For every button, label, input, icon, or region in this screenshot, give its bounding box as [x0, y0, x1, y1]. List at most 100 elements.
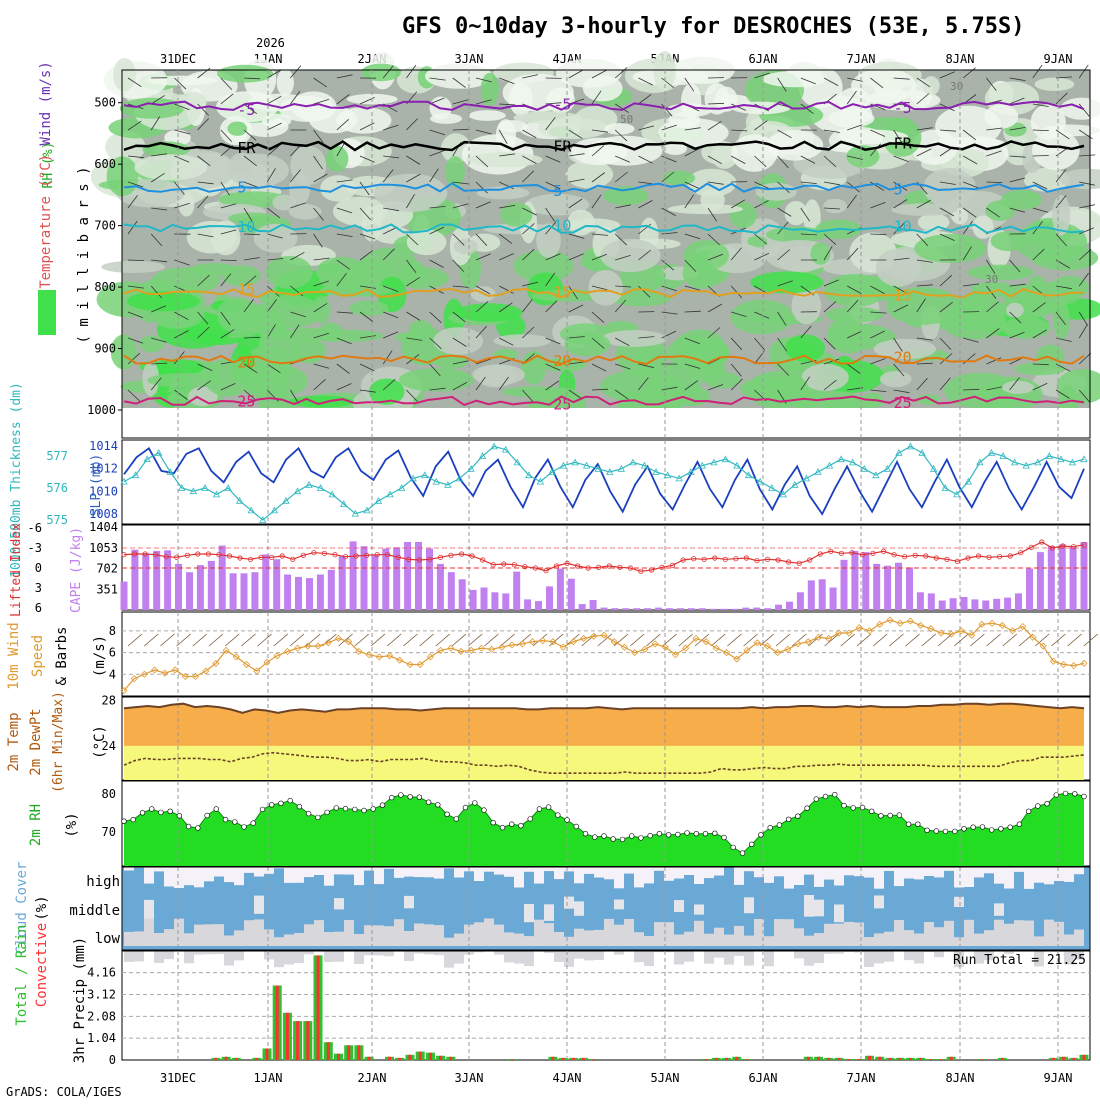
date-label-bottom: 2JAN	[358, 1071, 387, 1085]
cape-bar	[448, 572, 455, 610]
wind-tick-label: 4	[109, 667, 116, 681]
rh-point	[242, 825, 247, 830]
rh-point	[925, 828, 930, 833]
ylabel-wind-d: (m/s)	[92, 635, 108, 677]
cloud-high-gap	[744, 867, 754, 871]
cloud-low-fill	[864, 937, 874, 967]
cloud-high-gap	[984, 867, 994, 873]
convective-bar	[429, 1053, 432, 1060]
isotherm-label: 15	[553, 284, 571, 302]
cloud-high-gap	[254, 867, 264, 877]
ylabel-li: Lifted Index	[9, 523, 24, 617]
rh-point	[223, 817, 228, 822]
cloud-high-gap	[244, 867, 254, 873]
cloud-low-fill	[934, 927, 944, 957]
rh-point	[879, 813, 884, 818]
convective-bar	[725, 1058, 728, 1060]
cape-bar	[404, 542, 411, 610]
cloud-high-gap	[124, 867, 134, 871]
year-label: 2026	[256, 36, 285, 50]
rh-point	[454, 817, 459, 822]
isotherm-label: 5	[894, 181, 903, 199]
ylabel-temp: Temperature (°C)	[38, 146, 54, 289]
date-label-bottom: 9JAN	[1044, 1071, 1073, 1085]
rh-shade	[826, 307, 883, 323]
rh-point	[565, 818, 570, 823]
cloud-high-gap	[884, 867, 894, 871]
cape-bar	[917, 592, 924, 610]
wind-barb	[1033, 156, 1049, 157]
cloud-high-gap	[824, 867, 834, 880]
isotherm-label: 10	[237, 218, 255, 236]
cloud-low-fill	[564, 937, 574, 967]
cloud-high-gap	[584, 867, 594, 874]
cape-bar	[895, 563, 902, 610]
rh-shade	[409, 320, 433, 338]
rh-point	[537, 807, 542, 812]
cloud-low-fill	[574, 929, 584, 959]
cloud-mid-gap	[574, 901, 584, 915]
cloud-high-gap	[324, 867, 334, 886]
cloud-mid-gap	[994, 903, 1004, 915]
rh-point	[611, 837, 616, 842]
cloud-mid-gap	[404, 896, 414, 908]
rh-point	[832, 792, 837, 797]
cloud-high-gap	[344, 867, 354, 875]
thk-tick-label: 577	[46, 449, 68, 463]
isotherm-label: 15	[237, 280, 255, 298]
cloud-high-gap	[264, 867, 274, 874]
rh-point	[297, 804, 302, 809]
ylabel-temp-wind: Temperature (°C) Wind (m/s)	[38, 61, 54, 289]
cloud-high-gap	[814, 867, 824, 887]
cape-bar	[721, 609, 728, 610]
rh-point	[814, 797, 819, 802]
cape-bar	[502, 593, 509, 610]
cape-bar	[153, 551, 160, 610]
cape-bar	[644, 608, 651, 610]
cape-bar	[611, 608, 618, 610]
cloud-high-gap	[414, 867, 424, 877]
cloud-high-gap	[804, 867, 814, 875]
ylabel-precip-conv: Convective	[34, 923, 50, 1007]
cloud-high-gap	[624, 867, 634, 874]
cloud-high-gap	[284, 867, 294, 883]
cloud-low-fill	[794, 928, 804, 958]
convective-bar	[255, 1058, 258, 1060]
li-tick-label: -3	[28, 541, 42, 555]
cape-bar	[1081, 542, 1088, 610]
isotherm-label: FR	[553, 138, 572, 156]
rh-shade	[602, 330, 667, 347]
cloud-baseline	[122, 946, 1090, 950]
date-label-bottom: 8JAN	[946, 1071, 975, 1085]
convective-bar	[337, 1054, 340, 1060]
convective-bar	[286, 1013, 289, 1060]
chart-title: GFS 0~10day 3-hourly for DESROCHES (53E,…	[402, 14, 1025, 39]
ylabel-temp-a: 2m Temp	[6, 712, 22, 771]
rh-point	[472, 801, 477, 806]
rh-point	[149, 807, 154, 812]
cloud-low-fill	[784, 919, 794, 949]
cloud-high-gap	[204, 867, 214, 881]
cloud-low-fill	[1044, 920, 1054, 950]
rh-point	[445, 812, 450, 817]
rh-point	[980, 825, 985, 830]
rh-shade	[361, 64, 401, 82]
rh-point	[186, 824, 191, 829]
rh-shade	[445, 156, 465, 187]
cloud-high-gap	[644, 867, 654, 883]
cloud-low-fill	[144, 919, 154, 949]
cloud-mid-gap	[874, 896, 884, 909]
precip-tick-label: 1.04	[87, 1031, 116, 1045]
convective-bar	[582, 1058, 585, 1060]
rh-point	[952, 829, 957, 834]
rh-point	[214, 807, 219, 812]
convective-bar	[592, 1059, 595, 1060]
rh-shade	[668, 204, 743, 214]
cloud-low-fill	[344, 920, 354, 950]
rh-point	[463, 805, 468, 810]
cape-bar	[819, 579, 826, 610]
rh-shade	[316, 257, 367, 286]
isotherm-label: 10	[894, 217, 912, 235]
cloud-high-gap	[304, 867, 314, 877]
rh-point	[666, 832, 671, 837]
